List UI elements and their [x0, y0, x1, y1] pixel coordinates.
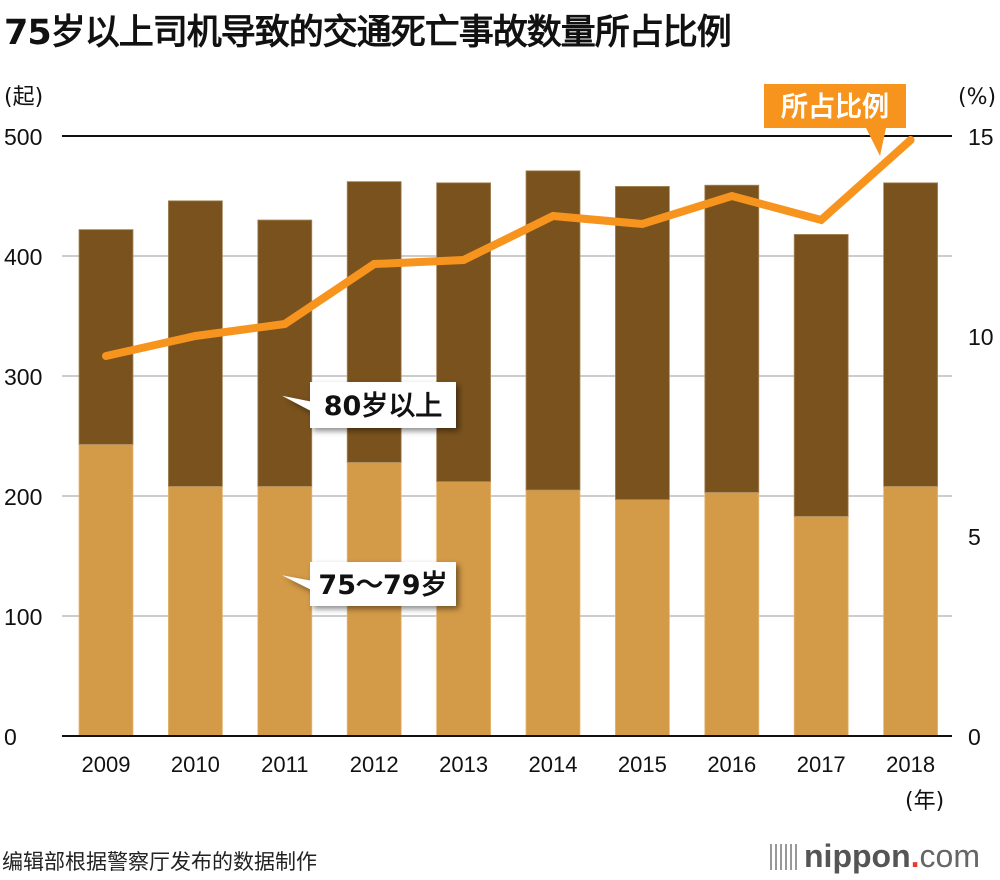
bar-75-79: [704, 491, 760, 737]
callout-ratio-label: 所占比例: [781, 92, 889, 123]
y-tick-label-left: 0: [4, 724, 17, 750]
bar-75-79: [883, 485, 938, 737]
y-axis-unit-right: (%): [958, 85, 996, 110]
bar-75-79: [615, 499, 670, 737]
x-tick-label: 2013: [439, 752, 488, 777]
y-tick-label-right: 0: [968, 724, 981, 750]
y-tick-label-right: 15: [968, 124, 994, 150]
bar-75-79: [167, 485, 223, 737]
callout-80-plus: [282, 382, 456, 428]
source-note: 编辑部根据警察厅发布的数据制作: [2, 850, 317, 874]
y-tick-label-left: 100: [4, 604, 42, 630]
y-tick-label-left: 400: [4, 244, 42, 270]
ratio-line: [102, 136, 915, 360]
callout-80-plus-label: 80岁以上: [324, 391, 443, 422]
y-tick-label-left: 200: [4, 484, 42, 510]
bar-75-79: [525, 489, 581, 737]
bar-75-79: [78, 443, 134, 737]
bar-80-plus: [257, 219, 313, 487]
x-tick-label: 2012: [350, 752, 399, 777]
callout-75-79: [282, 562, 456, 606]
y-tick-label-left: 500: [4, 124, 42, 150]
chart: 80岁以上 75～79岁 0 100 200 300 400 500 0 5 10 15 (起) (%)…: [4, 84, 996, 814]
bar-80-plus: [78, 229, 134, 445]
x-tick-label: 2015: [618, 752, 667, 777]
nippon-logo: nippon.com: [770, 838, 980, 875]
y-tick-label-right: 10: [968, 324, 994, 350]
callout-75-79-box: [282, 562, 456, 606]
bar-80-plus: [793, 233, 849, 517]
bar-80-plus: [704, 184, 760, 493]
x-axis-unit: (年): [905, 789, 944, 814]
chart-title: 75岁以上司机导致的交通死亡事故数量所占比例: [4, 13, 732, 53]
x-tick-label: 2011: [261, 752, 308, 777]
bar-75-79: [793, 516, 849, 737]
bar-80-plus: [883, 182, 938, 487]
logo-dot: .: [910, 838, 920, 874]
bar-80-plus: [615, 185, 670, 501]
x-tick-label: 2017: [797, 752, 846, 777]
logo-bars-icon: [770, 844, 798, 870]
x-tick-label: 2009: [82, 752, 131, 777]
logo-name: nippon: [804, 838, 911, 874]
bar-75-79: [436, 481, 492, 737]
x-tick-label: 2018: [886, 752, 935, 777]
y-axis-unit-left: (起): [4, 85, 43, 110]
bar-80-plus: [436, 182, 492, 482]
callout-80-plus-box: [282, 382, 456, 428]
bar-75-79: [257, 485, 313, 737]
x-tick-label: 2010: [171, 752, 220, 777]
x-tick-label: 2016: [707, 752, 756, 777]
y-tick-label-left: 300: [4, 364, 42, 390]
callout-ratio-box: [764, 84, 906, 156]
callout-ratio: [764, 84, 906, 156]
x-tick-label: 2014: [529, 752, 578, 777]
logo-tld: com: [919, 838, 980, 874]
y-tick-label-right: 5: [968, 524, 981, 550]
callout-75-79-label: 75～79岁: [318, 570, 447, 601]
